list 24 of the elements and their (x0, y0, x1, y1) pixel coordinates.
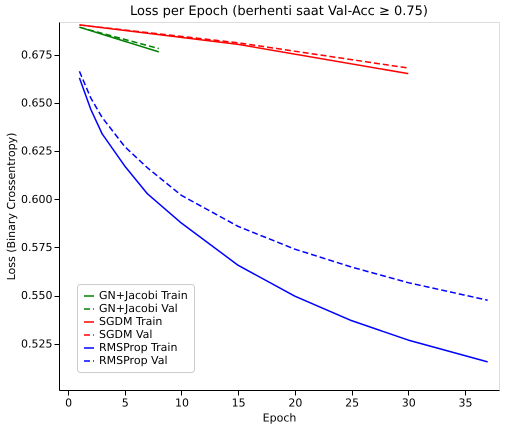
legend-label: GN+Jacobi Val (99, 302, 178, 315)
y-tick-label: 0.550 (21, 289, 52, 302)
y-tick-label: 0.575 (21, 240, 52, 254)
x-tick-label: 20 (288, 396, 302, 410)
legend-label: SGDM Train (99, 315, 162, 328)
x-tick-label: 35 (458, 396, 472, 410)
x-tick-label: 5 (122, 396, 129, 410)
y-tick-label: 0.600 (21, 192, 52, 206)
y-tick-label: 0.525 (21, 337, 52, 350)
legend-label: GN+Jacobi Train (99, 289, 188, 302)
y-tick-label: 0.625 (21, 144, 52, 158)
y-tick-label: 0.675 (21, 48, 52, 62)
x-tick-label: 0 (65, 396, 72, 410)
x-tick-label: 10 (174, 396, 189, 410)
x-tick-label: 30 (402, 396, 416, 410)
x-tick-label: 15 (232, 396, 246, 410)
y-tick-label: 0.650 (21, 96, 52, 110)
x-tick-label: 25 (345, 396, 360, 410)
legend-label: SGDM Val (99, 328, 152, 341)
chart-title: Loss per Epoch (berhenti saat Val-Acc ≥ 0.75) (130, 4, 428, 19)
y-axis-title: Loss (Binary Crossentropy) (5, 132, 18, 280)
legend-label: RMSProp Val (99, 354, 168, 367)
x-axis-title: Epoch (262, 412, 296, 424)
legend-label: RMSProp Train (99, 341, 178, 354)
